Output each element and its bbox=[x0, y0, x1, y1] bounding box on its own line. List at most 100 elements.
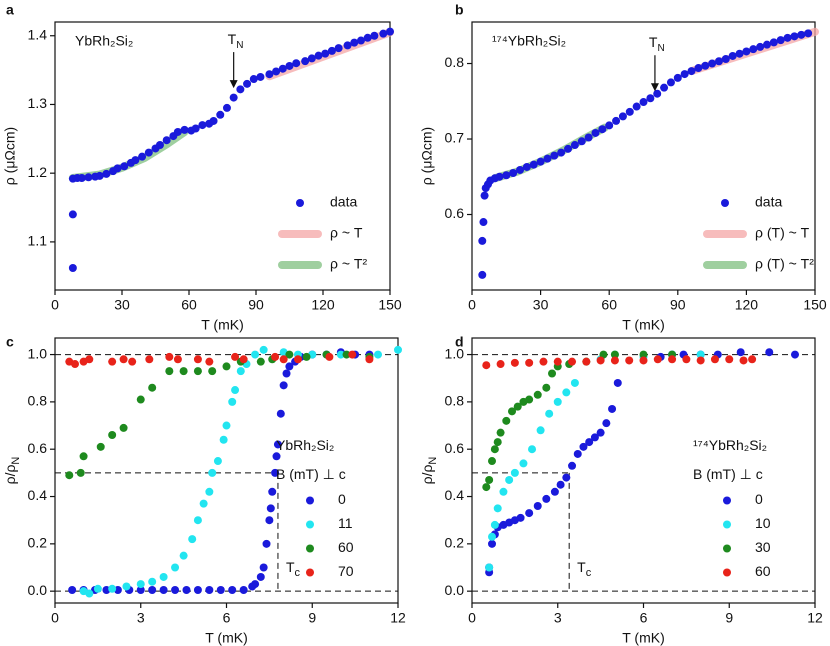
data-point bbox=[228, 397, 237, 406]
data-point bbox=[243, 79, 252, 88]
data-point bbox=[493, 504, 502, 513]
legend-title: B (mT) ⊥ c bbox=[693, 466, 763, 482]
data-point bbox=[509, 168, 518, 177]
data-point bbox=[480, 191, 489, 200]
data-point bbox=[213, 457, 222, 466]
data-point bbox=[579, 442, 588, 451]
data-point bbox=[536, 157, 545, 166]
data-point bbox=[596, 428, 605, 437]
data-point bbox=[502, 171, 511, 180]
data-point bbox=[165, 352, 174, 361]
data-point bbox=[742, 47, 751, 56]
data-point bbox=[236, 367, 245, 376]
legend-label: 0 bbox=[338, 491, 346, 507]
data-point bbox=[769, 38, 778, 47]
y-tick-label: 0.4 bbox=[445, 487, 465, 503]
data-point bbox=[508, 407, 517, 416]
data-point bbox=[536, 426, 545, 435]
data-point bbox=[687, 67, 696, 76]
data-point bbox=[602, 419, 611, 428]
data-point bbox=[499, 487, 508, 496]
data-point bbox=[577, 137, 586, 146]
data-point bbox=[292, 59, 301, 68]
compound-label: ¹⁷⁴YbRh₂Si₂ bbox=[492, 33, 566, 49]
data-point bbox=[79, 452, 88, 461]
data-point bbox=[193, 355, 202, 364]
data-point bbox=[334, 44, 343, 53]
data-point bbox=[216, 110, 225, 119]
legend-label: 0 bbox=[755, 491, 763, 507]
data-point bbox=[102, 169, 111, 178]
data-point bbox=[639, 98, 648, 107]
data-point bbox=[728, 51, 737, 60]
data-point bbox=[155, 141, 164, 150]
legend-swatch bbox=[723, 544, 731, 553]
data-point bbox=[610, 350, 619, 359]
data-point bbox=[205, 487, 214, 496]
data-point bbox=[273, 440, 282, 449]
tc-label-sub: c bbox=[586, 567, 592, 579]
data-point bbox=[173, 127, 182, 136]
data-point bbox=[625, 356, 634, 365]
y-tick-label: 0.4 bbox=[28, 487, 48, 503]
data-point bbox=[179, 367, 188, 376]
x-tick-label: 0 bbox=[51, 610, 59, 626]
data-point bbox=[219, 435, 228, 444]
y-tick-label: 1.3 bbox=[28, 95, 48, 111]
data-point bbox=[71, 360, 80, 369]
data-point bbox=[68, 210, 77, 219]
x-tick-label: 120 bbox=[311, 297, 335, 313]
data-point bbox=[639, 356, 648, 365]
data-point bbox=[790, 32, 799, 41]
data-point bbox=[485, 475, 494, 484]
data-point bbox=[251, 350, 260, 359]
data-point bbox=[268, 487, 277, 496]
data-point bbox=[148, 577, 157, 586]
data-point bbox=[725, 355, 734, 364]
legend-label: ρ (T) ~ T bbox=[755, 225, 810, 241]
data-point bbox=[539, 357, 548, 366]
data-point bbox=[162, 136, 171, 145]
annotation-label: TN bbox=[228, 31, 244, 51]
legend-label: 30 bbox=[755, 539, 771, 555]
data-point bbox=[570, 141, 579, 150]
legend-label: data bbox=[755, 194, 782, 210]
data-point bbox=[85, 589, 94, 598]
data-point bbox=[145, 355, 154, 364]
legend-label: ρ ~ T² bbox=[330, 256, 367, 272]
data-point bbox=[119, 423, 128, 432]
data-point bbox=[231, 352, 240, 361]
y-tick-label: 0.6 bbox=[445, 440, 465, 456]
x-tick-label: 6 bbox=[640, 610, 648, 626]
y-tick-label: 0.0 bbox=[445, 582, 465, 598]
data-point bbox=[262, 539, 271, 548]
arrow-head bbox=[650, 83, 659, 92]
data-point bbox=[108, 357, 117, 366]
data-point bbox=[513, 402, 522, 411]
data-point bbox=[394, 345, 402, 354]
data-point bbox=[122, 582, 131, 591]
data-point bbox=[608, 404, 617, 413]
data-point bbox=[208, 367, 217, 376]
x-tick-label: 90 bbox=[670, 297, 686, 313]
x-tick-label: 3 bbox=[554, 610, 562, 626]
data-point bbox=[65, 471, 74, 480]
data-point bbox=[193, 585, 202, 594]
legend-title: B (mT) ⊥ c bbox=[276, 466, 346, 482]
y-tick-label: 0.7 bbox=[445, 130, 465, 146]
data-point bbox=[488, 539, 497, 548]
data-point bbox=[148, 383, 157, 392]
data-point bbox=[562, 388, 571, 397]
data-point bbox=[321, 49, 330, 58]
data-point bbox=[496, 428, 505, 437]
compound-label: YbRh₂Si₂ bbox=[276, 437, 334, 453]
data-point bbox=[271, 468, 280, 477]
data-point bbox=[193, 367, 202, 376]
x-tick-label: 60 bbox=[181, 297, 197, 313]
data-point bbox=[714, 57, 723, 66]
panel-label: a bbox=[6, 2, 14, 18]
tc-label-main: T bbox=[577, 559, 586, 575]
data-point bbox=[249, 75, 258, 84]
data-point bbox=[748, 355, 757, 364]
data-point bbox=[279, 355, 288, 364]
